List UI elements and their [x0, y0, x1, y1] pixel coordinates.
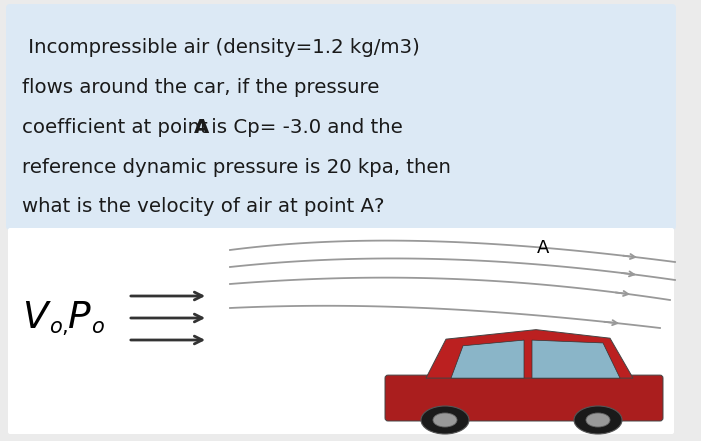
FancyBboxPatch shape — [385, 375, 663, 421]
FancyBboxPatch shape — [8, 228, 674, 434]
Text: $\mathit{o}$: $\mathit{o}$ — [91, 317, 105, 337]
Text: A: A — [537, 239, 549, 257]
Ellipse shape — [433, 413, 457, 427]
Text: $\mathit{o,}$: $\mathit{o,}$ — [49, 317, 69, 337]
Text: $\mathit{P}$: $\mathit{P}$ — [67, 300, 92, 336]
Polygon shape — [451, 340, 524, 378]
Polygon shape — [426, 330, 633, 378]
Text: A: A — [194, 118, 210, 137]
Text: flows around the car, if the pressure: flows around the car, if the pressure — [22, 78, 379, 97]
Text: is Cp= -3.0 and the: is Cp= -3.0 and the — [205, 118, 403, 137]
Text: what is the velocity of air at point A?: what is the velocity of air at point A? — [22, 197, 385, 216]
Text: Incompressible air (density=1.2 kg/m3): Incompressible air (density=1.2 kg/m3) — [22, 38, 420, 57]
Text: $\mathit{V}$: $\mathit{V}$ — [22, 300, 52, 336]
Text: reference dynamic pressure is 20 kpa, then: reference dynamic pressure is 20 kpa, th… — [22, 158, 451, 177]
Ellipse shape — [421, 406, 469, 434]
Ellipse shape — [574, 406, 622, 434]
FancyBboxPatch shape — [6, 4, 676, 230]
Polygon shape — [532, 340, 620, 378]
Text: coefficient at point: coefficient at point — [22, 118, 214, 137]
Ellipse shape — [586, 413, 610, 427]
